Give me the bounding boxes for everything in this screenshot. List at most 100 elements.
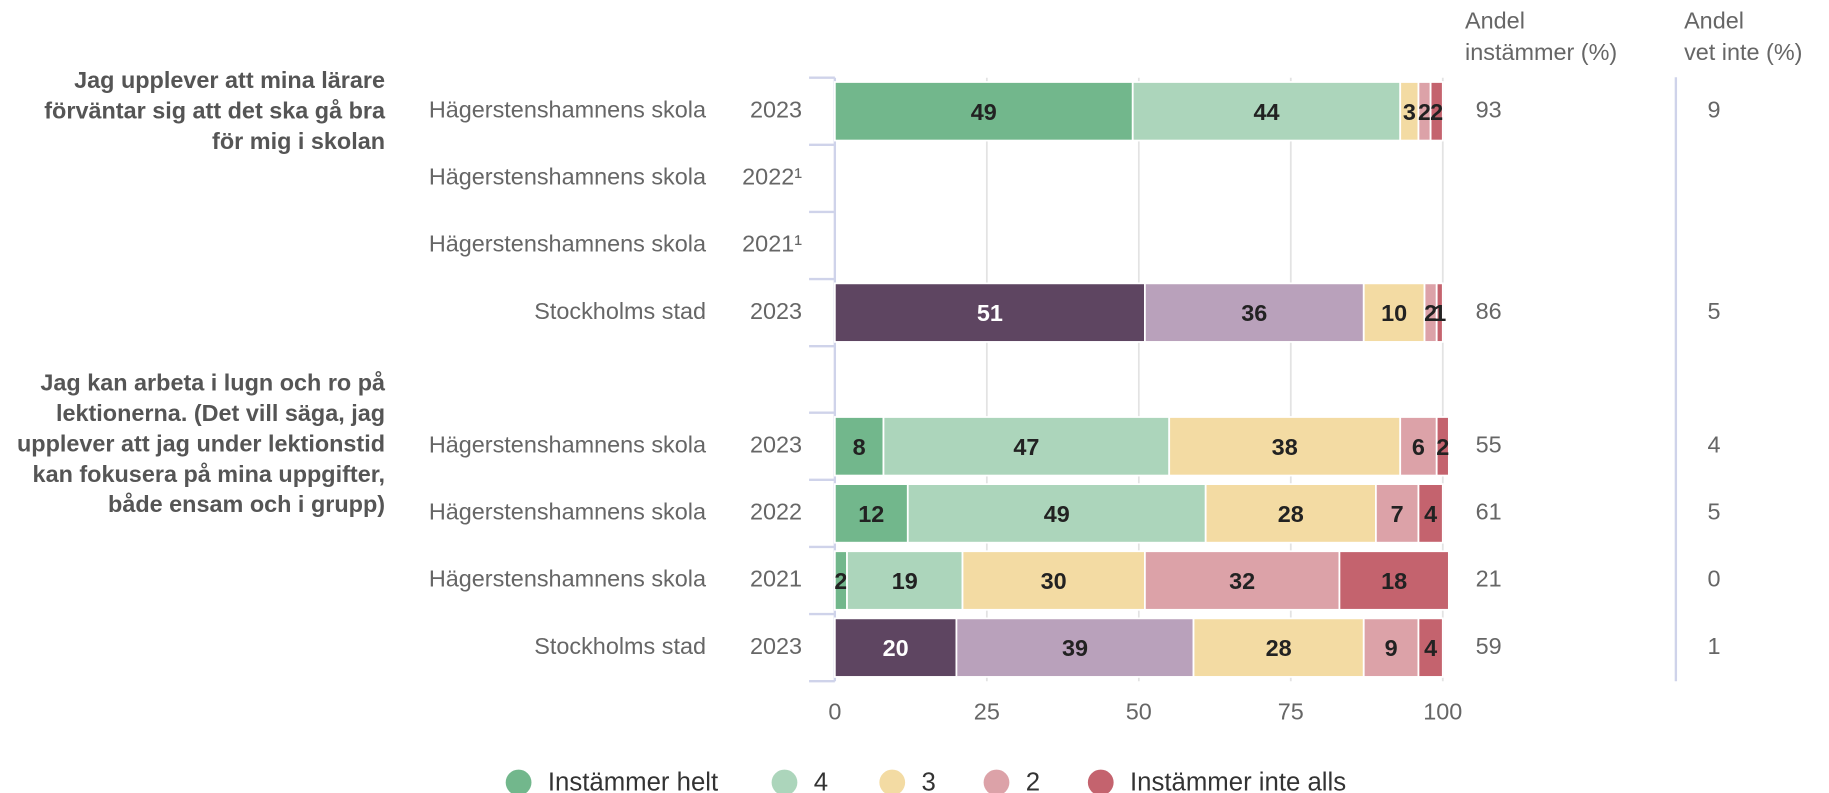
question-label: Jag kan arbeta i lugn och ro på [40,369,386,395]
legend-swatch [1087,769,1114,793]
unsure-value: 9 [1708,96,1721,122]
bar-value-label: 28 [1278,501,1304,527]
bar-segment [833,81,1134,142]
x-tick-label: 75 [1278,699,1304,725]
bar-segment [1435,282,1444,343]
bar-value-label: 2 [1418,99,1431,125]
bar-value-label: 51 [977,300,1003,326]
x-tick-label: 0 [828,699,841,725]
legend-label: Instämmer helt [548,768,718,793]
bar-value-label: 18 [1381,568,1407,594]
question-label: både ensam och i grupp) [108,491,385,517]
legend-label: Instämmer inte alls [1130,768,1346,793]
bar-value-label: 4 [1424,501,1437,527]
bar-segment [1144,282,1365,343]
row-label: Hägerstenshamnens skola [429,164,707,190]
unsure-value: 1 [1708,633,1721,659]
legend-swatch [771,769,798,793]
bar-segment [833,483,909,544]
bar-value-label: 20 [883,635,909,661]
agree-value: 93 [1476,96,1502,122]
bar-value-label: 47 [1013,434,1039,460]
bar-segment [1144,550,1341,611]
bar-segment [1362,282,1426,343]
legend-label: 2 [1026,768,1040,793]
legend-swatch [983,769,1010,793]
unsure-value: 0 [1708,566,1721,592]
unsure-value: 5 [1708,499,1721,525]
bar-segment [1131,81,1402,142]
bar-segment [1192,617,1365,678]
bar-segment [833,617,958,678]
bar-value-label: 2 [1430,99,1443,125]
bar-segment [1435,416,1450,477]
legend-label: 3 [922,768,936,793]
x-tick-label: 100 [1423,699,1462,725]
agree-value: 61 [1476,499,1502,525]
bar-segment [1375,483,1420,544]
year-label: 2023 [750,298,802,324]
year-label: 2022 [750,499,802,525]
bar-segment [1362,617,1420,678]
bar-value-label: 10 [1381,300,1407,326]
row-label: Stockholms stad [534,298,706,324]
bar-value-label: 6 [1412,434,1425,460]
x-tick-label: 25 [974,699,1000,725]
question-label: förväntar sig att det ska gå bra [44,98,386,124]
bar-value-label: 3 [1403,99,1416,125]
agree-value: 86 [1476,298,1502,324]
year-label: 2023 [750,431,802,457]
bar-value-label: 19 [892,568,918,594]
year-label: 2023 [750,96,802,122]
bar-value-label: 28 [1266,635,1292,661]
column-header: instämmer (%) [1465,39,1617,65]
row-label: Hägerstenshamnens skola [429,499,707,525]
bar-value-label: 44 [1253,99,1279,125]
bar-value-label: 2 [1436,434,1449,460]
bar-value-label: 1 [1433,300,1446,326]
bar-segment [1204,483,1377,544]
bar-segment [1338,550,1450,611]
bar-segment [1417,617,1444,678]
year-label: 2022¹ [742,164,802,190]
bar-value-label: 49 [1044,501,1070,527]
bar-value-label: 39 [1062,635,1088,661]
bar-value-label: 4 [1424,635,1437,661]
legend-swatch [505,769,532,793]
agree-value: 59 [1476,633,1502,659]
row-label: Hägerstenshamnens skola [429,96,707,122]
bar-segment [1168,416,1402,477]
column-header: Andel [1465,7,1525,33]
column-header: Andel [1684,7,1744,33]
bar-value-label: 38 [1272,434,1298,460]
row-label: Hägerstenshamnens skola [429,231,707,257]
year-label: 2021 [750,566,802,592]
bar-segment [1429,81,1444,142]
agree-value: 55 [1476,431,1502,457]
x-tick-label: 50 [1126,699,1152,725]
question-label: kan fokusera på mina uppgifter, [33,461,385,487]
bar-value-label: 32 [1229,568,1255,594]
column-header: vet inte (%) [1684,39,1802,65]
row-label: Stockholms stad [534,633,706,659]
bar-value-label: 49 [971,99,997,125]
row-label: Hägerstenshamnens skola [429,566,707,592]
question-label: Jag upplever att mina lärare [74,67,385,93]
bar-segment [833,282,1146,343]
row-label: Hägerstenshamnens skola [429,431,707,457]
unsure-value: 4 [1708,431,1721,457]
legend-swatch [879,769,906,793]
bar-value-label: 2 [1424,300,1437,326]
bar-value-label: 36 [1241,300,1267,326]
question-label: upplever att jag under lektionstid [17,430,385,456]
bar-value-label: 7 [1391,501,1404,527]
bar-value-label: 2 [834,568,847,594]
unsure-value: 5 [1708,298,1721,324]
bar-segment [882,416,1171,477]
agree-value: 21 [1476,566,1502,592]
legend-label: 4 [814,768,828,793]
question-label: för mig i skolan [212,128,385,154]
bar-value-label: 30 [1041,568,1067,594]
bar-value-label: 9 [1385,635,1398,661]
